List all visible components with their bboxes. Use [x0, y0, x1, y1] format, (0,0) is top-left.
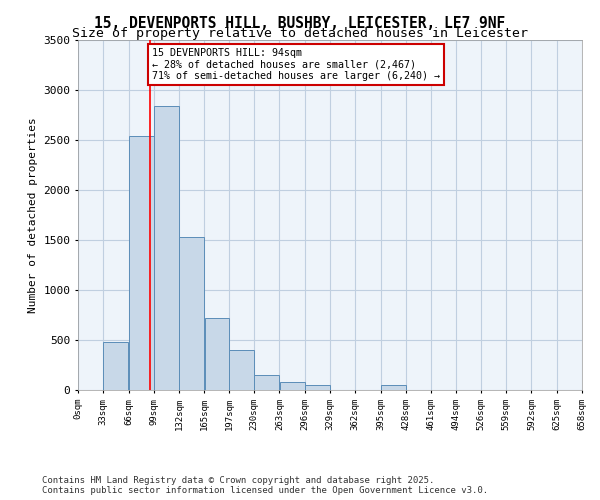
Y-axis label: Number of detached properties: Number of detached properties: [28, 117, 38, 313]
Bar: [305, 385, 330, 390]
Bar: [381, 385, 406, 390]
Bar: [103, 342, 128, 390]
Text: 15, DEVENPORTS HILL, BUSHBY, LEICESTER, LE7 9NF: 15, DEVENPORTS HILL, BUSHBY, LEICESTER, …: [94, 16, 506, 31]
Text: Size of property relative to detached houses in Leicester: Size of property relative to detached ho…: [72, 28, 528, 40]
Bar: [280, 382, 305, 390]
Bar: [205, 318, 229, 390]
Bar: [179, 237, 204, 390]
Bar: [229, 350, 254, 390]
Text: Contains HM Land Registry data © Crown copyright and database right 2025.
Contai: Contains HM Land Registry data © Crown c…: [42, 476, 488, 495]
Text: 15 DEVENPORTS HILL: 94sqm
← 28% of detached houses are smaller (2,467)
71% of se: 15 DEVENPORTS HILL: 94sqm ← 28% of detac…: [152, 48, 440, 81]
Bar: [129, 136, 154, 390]
Bar: [154, 106, 179, 390]
Bar: [254, 374, 279, 390]
